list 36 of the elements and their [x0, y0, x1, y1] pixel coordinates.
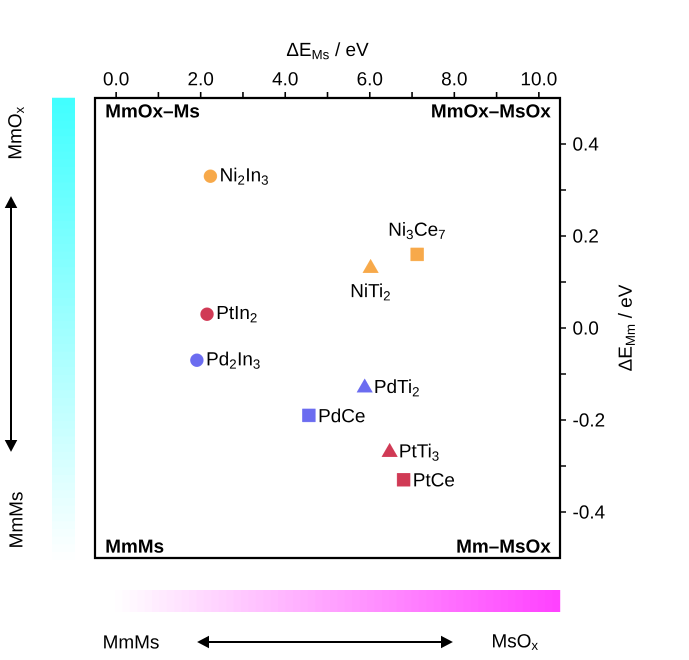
text: MsO$_{x}$	[493, 634, 538, 650]
x-axis-title: ΔE$_{Ms}$ / eV	[286, 42, 369, 60]
x-tick-label: 10.0	[522, 72, 557, 86]
y-tick-label: -0.4	[573, 505, 605, 519]
point	[200, 307, 214, 321]
series-label: PdTi$_{2}$	[375, 379, 419, 396]
y-tick-label: 0.0	[573, 321, 598, 335]
series-label: Pd$_{2}$In$_{3}$	[208, 352, 260, 369]
y-tick-label: 0.2	[573, 229, 598, 243]
y-axis-title: ΔE$_{Mm}$ / eV	[618, 284, 635, 371]
point	[410, 248, 424, 262]
point	[396, 473, 410, 486]
series-label: PtCe	[414, 473, 454, 486]
text: MmO$_{x}$	[8, 106, 24, 158]
annotation: MmOx–Ms	[106, 104, 200, 118]
y-tick-label: 0.4	[573, 137, 598, 151]
series-label: PtTi$_{3}$	[400, 444, 439, 461]
x-tick-label: 4.0	[272, 72, 298, 86]
annotation: MmOx–MsOx	[432, 104, 551, 118]
annotation: Mm–MsOx	[457, 539, 551, 553]
point	[204, 169, 218, 183]
point	[190, 353, 204, 367]
text: MmMs	[104, 635, 159, 649]
series-label: NiTi$_{2}$	[352, 283, 390, 300]
annotation: MmMs	[106, 540, 164, 553]
x-tick-label: 6.0	[358, 72, 382, 86]
x-tick-label: 2.0	[188, 72, 214, 86]
x-tick-label: 8.0	[442, 72, 467, 86]
series-label: Ni$_{3}$Ce$_{7}$	[390, 222, 445, 240]
point	[302, 408, 316, 422]
series-label: PdCe	[320, 408, 365, 422]
series-label: PtIn$_{2}$	[218, 306, 257, 322]
text: MmMs	[9, 492, 23, 547]
x-tick-label: 0.0	[104, 72, 129, 86]
series-label: Ni$_{2}$In$_{3}$	[221, 168, 268, 185]
y-tick-label: -0.2	[573, 413, 604, 427]
